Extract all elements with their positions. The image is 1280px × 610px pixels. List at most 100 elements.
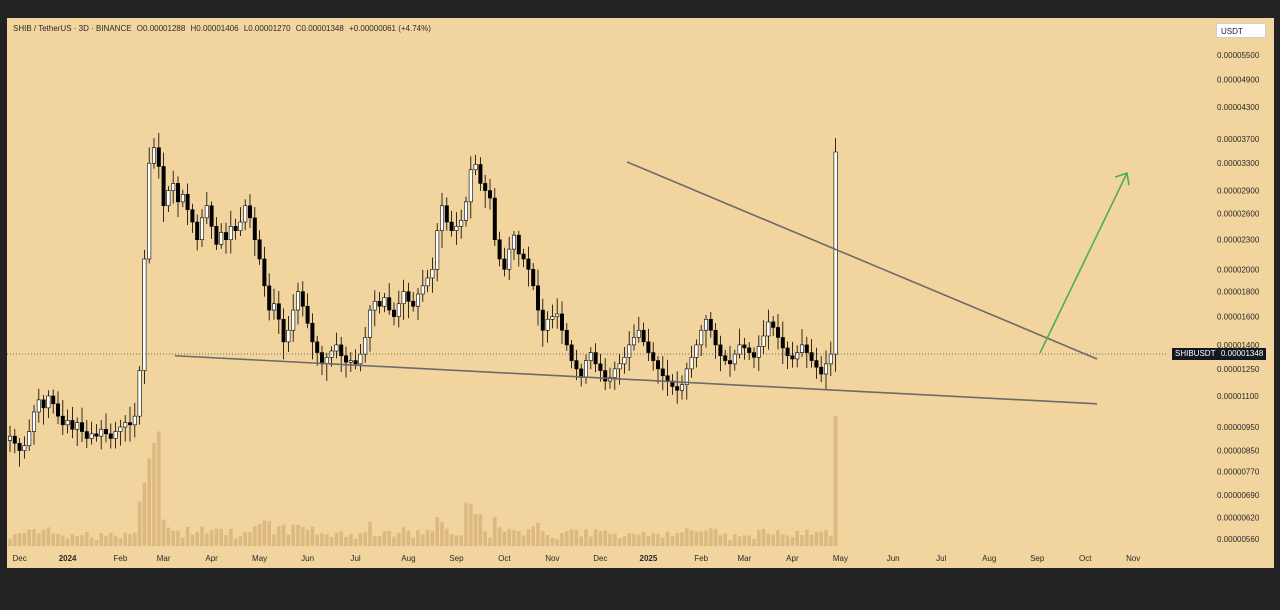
volume-bar — [377, 536, 382, 546]
breakout-arrow-head — [1114, 172, 1130, 186]
volume-bar — [541, 530, 545, 546]
volume-bar — [565, 531, 569, 546]
candle — [358, 353, 363, 365]
candle — [281, 318, 286, 343]
candle — [703, 318, 708, 331]
candle — [367, 309, 372, 338]
volume-bar — [382, 531, 387, 546]
candle — [607, 377, 612, 382]
candle — [142, 258, 147, 371]
volume-bar — [243, 532, 247, 546]
x-tick-label: Mar — [157, 554, 171, 563]
x-tick-label: Dec — [593, 554, 607, 563]
candle — [564, 329, 569, 346]
x-tick-label: May — [252, 554, 267, 563]
y-tick-label: 0.00005500 — [1217, 51, 1260, 60]
candle — [156, 147, 161, 167]
volume-bar — [728, 540, 732, 546]
candle — [65, 420, 70, 426]
candle — [521, 253, 526, 260]
candle — [17, 442, 22, 451]
candle — [478, 164, 483, 184]
volume-bar — [766, 533, 771, 546]
candle — [372, 300, 377, 311]
x-tick-label: Oct — [498, 554, 511, 563]
volume-bar — [349, 533, 353, 546]
candle — [468, 169, 473, 203]
volume-bar — [27, 529, 31, 546]
volume-bar — [89, 537, 94, 546]
candle — [559, 313, 564, 331]
volume-bar — [598, 531, 603, 546]
x-tick-label: Feb — [694, 554, 708, 563]
volume-bar — [401, 527, 406, 546]
breakout-arrow — [1039, 172, 1128, 354]
volume-bar — [608, 533, 612, 546]
x-tick-label: Jun — [887, 554, 900, 563]
candle — [785, 347, 790, 357]
candle — [46, 395, 51, 409]
volume-bar — [675, 532, 679, 546]
volume-bar — [483, 531, 487, 546]
x-tick-label: Apr — [205, 554, 218, 563]
volume-bar — [305, 529, 310, 546]
chart-legend: SHIB / TetherUS · 3D · BINANCE O0.000012… — [13, 24, 434, 33]
volume-bar — [550, 538, 555, 546]
volume-bar — [61, 535, 65, 546]
candle — [315, 341, 320, 353]
candle — [233, 226, 238, 231]
volume-bar — [373, 536, 377, 546]
symbol-label[interactable]: SHIB / TetherUS · 3D · BINANCE — [13, 24, 132, 33]
x-tick-label: Nov — [1126, 554, 1140, 563]
volume-bar — [613, 533, 617, 546]
volume-bar — [656, 533, 660, 546]
y-tick-label: 0.00002300 — [1217, 236, 1260, 245]
volume-bar — [425, 530, 430, 546]
candle — [742, 344, 747, 349]
candle — [823, 363, 828, 375]
volume-bar — [545, 535, 550, 546]
y-tick-label: 0.00004300 — [1217, 103, 1260, 112]
candle — [152, 147, 157, 164]
volume-bar — [358, 533, 363, 546]
candle — [411, 300, 416, 307]
currency-selector[interactable]: USDT — [1216, 23, 1266, 38]
candle — [790, 355, 795, 360]
volume-bar — [617, 538, 622, 546]
volume-bar — [469, 503, 473, 546]
candle — [271, 303, 276, 311]
volume-bar — [622, 536, 627, 546]
x-tick-label: 2025 — [640, 554, 658, 563]
candle — [51, 395, 56, 405]
candle — [430, 269, 435, 279]
volume-bar — [627, 533, 631, 546]
open-value: O0.00001288 — [136, 24, 186, 33]
volume-bar — [421, 534, 425, 546]
volume-bar — [296, 524, 300, 546]
volume-bar — [517, 530, 521, 546]
volume-bar — [819, 531, 823, 546]
volume-bar — [118, 538, 123, 546]
candle — [41, 399, 46, 409]
candle — [219, 232, 224, 245]
candle — [176, 183, 181, 203]
candle — [809, 352, 814, 361]
volume-bar — [99, 532, 103, 546]
volume-bar — [694, 531, 699, 546]
candle — [535, 285, 540, 311]
low-value: L0.00001270 — [243, 24, 291, 33]
candle — [305, 305, 310, 324]
candlestick-chart[interactable]: 0.00005500 0.00004900 0.00004300 0.00003700… — [7, 18, 1274, 568]
volume-bar — [147, 458, 151, 546]
candle — [665, 375, 670, 382]
candle — [435, 230, 440, 270]
volume-bar — [781, 534, 785, 546]
volume-bar — [281, 524, 286, 546]
candle — [555, 313, 560, 317]
candle — [737, 344, 742, 355]
candle — [132, 415, 137, 426]
candle — [257, 239, 262, 260]
candle — [799, 344, 804, 353]
volume-bar — [569, 529, 574, 546]
candle — [310, 323, 315, 343]
